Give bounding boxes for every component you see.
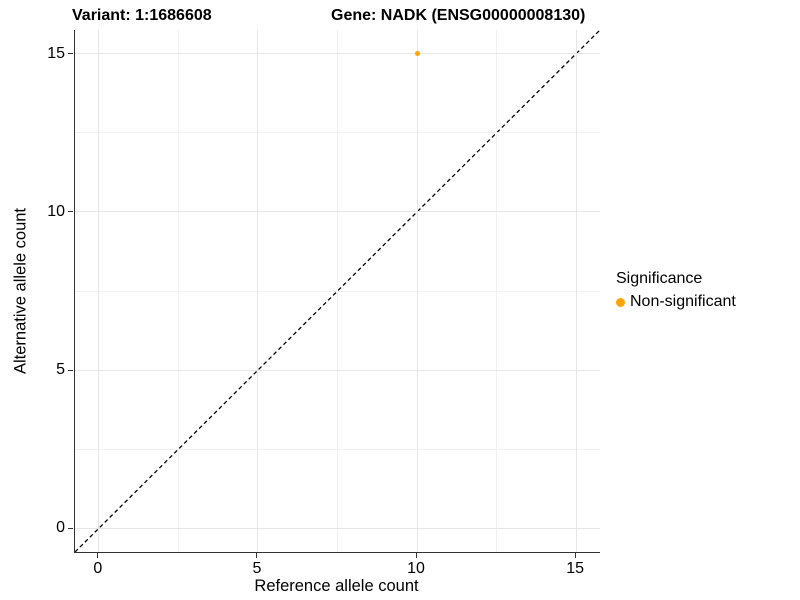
- y-axis-title: Alternative allele count: [11, 207, 30, 375]
- identity-line: [75, 30, 600, 552]
- y-tick-mark: [68, 211, 73, 213]
- gridline-major-horizontal: [75, 53, 600, 55]
- legend: Significance Non-significant: [616, 270, 736, 311]
- x-tick-mark: [415, 553, 417, 558]
- y-tick-mark: [68, 369, 73, 371]
- y-tick-mark: [68, 53, 73, 55]
- x-tick-label: 10: [407, 560, 425, 577]
- legend-title: Significance: [616, 270, 703, 287]
- y-tick-label: 15: [47, 44, 65, 62]
- gridline-major-vertical: [257, 30, 259, 552]
- x-tick-label: 0: [93, 560, 103, 577]
- gridline-minor-horizontal: [75, 132, 600, 134]
- gridline-minor-horizontal: [75, 290, 600, 292]
- x-tick-label: 5: [252, 560, 262, 577]
- gridline-major-horizontal: [75, 527, 600, 529]
- data-point: [414, 51, 420, 57]
- gridline-major-horizontal: [75, 211, 600, 213]
- legend-entry: Non-significant: [616, 293, 736, 311]
- x-tick-mark: [256, 553, 258, 558]
- gridline-major-horizontal: [75, 369, 600, 371]
- gridline-major-vertical: [575, 30, 577, 552]
- y-tick-label: 5: [56, 361, 65, 379]
- y-tick-label: 0: [56, 519, 65, 537]
- legend-point-icon: [616, 297, 625, 307]
- y-tick-label: 10: [47, 202, 65, 220]
- identity-line-layer: [75, 30, 600, 552]
- x-tick-mark: [97, 553, 99, 558]
- gridline-major-vertical: [416, 30, 418, 552]
- gridline-major-vertical: [98, 30, 100, 552]
- plot-panel: [74, 30, 600, 553]
- x-tick-label: 15: [566, 560, 585, 577]
- x-axis-title: Reference allele count: [254, 577, 419, 595]
- variant-title: Variant: 1:1686608: [72, 7, 212, 24]
- gridline-minor-horizontal: [75, 448, 600, 450]
- gene-title: Gene: NADK (ENSG00000008130): [331, 7, 586, 24]
- legend-entry-label: Non-significant: [630, 293, 736, 310]
- y-tick-mark: [68, 527, 73, 529]
- x-tick-mark: [574, 553, 576, 558]
